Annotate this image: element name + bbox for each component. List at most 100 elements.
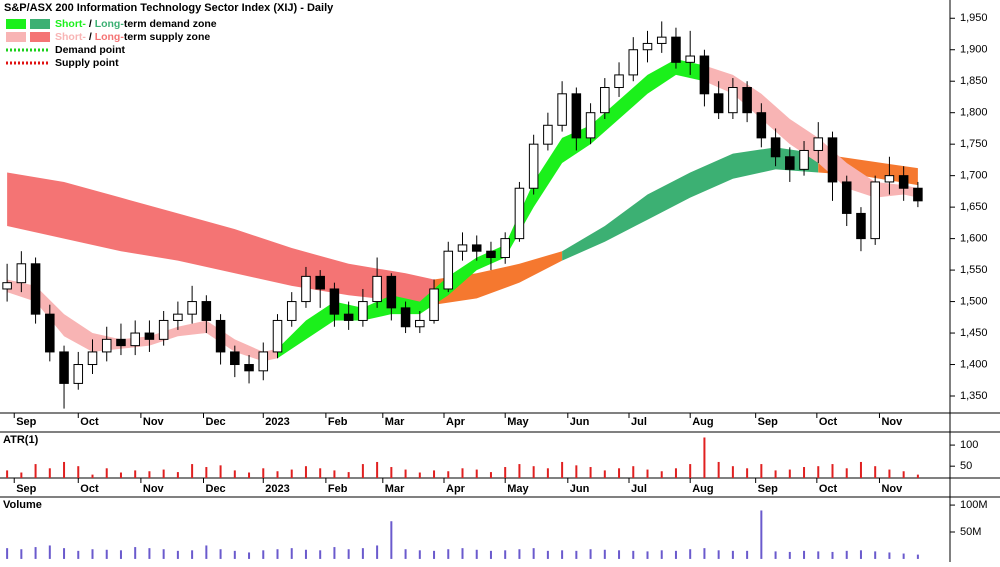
atr-bar	[603, 470, 606, 478]
atr-bar	[105, 468, 108, 478]
y-tick-label: 1,700	[960, 170, 988, 182]
atr-label: ATR(1)	[3, 434, 39, 446]
volume-bar	[148, 548, 151, 559]
atr-bar	[390, 467, 393, 478]
volume-bar	[333, 547, 336, 559]
candle-body	[785, 156, 795, 170]
volume-bar	[361, 548, 364, 559]
volume-bar	[63, 548, 66, 559]
atr-bar	[774, 470, 777, 478]
volume-bar	[660, 550, 663, 559]
legend-swatch	[30, 32, 50, 42]
y-tick-label: 1,450	[960, 327, 988, 339]
volume-bar	[233, 550, 236, 559]
x-tick-label: Mar	[385, 416, 405, 428]
atr-bar	[632, 466, 635, 478]
candle-body	[301, 275, 311, 303]
candle-body	[514, 187, 525, 240]
candle-body	[73, 364, 84, 384]
volume-bar	[262, 550, 265, 559]
volume-bar	[902, 553, 905, 559]
legend-label-part: term demand zone	[124, 18, 217, 30]
volume-bar	[319, 550, 322, 559]
volume-bar	[618, 550, 621, 559]
candle-body	[329, 288, 340, 315]
candle-body	[400, 307, 411, 328]
candle-body	[457, 244, 468, 252]
atr-bar	[248, 472, 251, 478]
legend-label-part: /	[86, 31, 95, 43]
candle-body	[30, 263, 41, 315]
legend-label-part: Long-	[95, 31, 125, 43]
y-tick-label: 1,550	[960, 264, 988, 276]
atr-bar	[134, 470, 137, 478]
volume-bar	[461, 548, 464, 559]
candle-body	[813, 137, 824, 151]
x-tick-label: May	[507, 416, 529, 428]
atr-bar	[689, 464, 692, 478]
volume-bar	[674, 550, 677, 559]
atr-bar	[561, 461, 564, 478]
y-tick-label: 100M	[960, 499, 988, 511]
candle-body	[742, 87, 752, 114]
volume-bar	[845, 550, 848, 559]
atr-bar	[48, 468, 51, 478]
y-tick-label: 1,850	[960, 75, 988, 87]
candle-body	[585, 112, 596, 139]
volume-bar	[34, 547, 37, 559]
candle-body	[215, 319, 226, 353]
candle-body	[45, 313, 55, 353]
candle-body	[671, 36, 681, 63]
atr-bar	[803, 467, 806, 478]
atr-bar	[489, 472, 492, 478]
volume-bar	[703, 548, 706, 559]
volume-bar	[376, 545, 379, 559]
volume-bar	[874, 551, 877, 559]
candle-body	[600, 87, 610, 114]
candle-body	[158, 319, 169, 340]
volume-bar	[518, 549, 521, 559]
x-tick-label: Jul	[631, 416, 647, 428]
zone	[434, 251, 563, 305]
candle-body	[571, 93, 582, 139]
x-tick-label: Nov	[881, 483, 903, 495]
atr-bar	[717, 461, 720, 478]
volume-bar	[191, 550, 194, 559]
zone	[7, 279, 278, 362]
x-tick-label: Sep	[16, 416, 36, 428]
volume-bar	[803, 550, 806, 559]
candle-body	[528, 143, 539, 189]
volume-bar	[475, 549, 478, 559]
legend-swatch	[6, 19, 26, 29]
atr-bar	[290, 469, 293, 478]
zone	[277, 59, 705, 359]
atr-bar	[333, 470, 336, 478]
atr-bar	[20, 472, 23, 478]
atr-bar	[6, 470, 9, 478]
y-tick-label: 100	[960, 439, 978, 451]
y-tick-label: 1,600	[960, 233, 988, 245]
candle-body	[130, 332, 140, 347]
y-tick-label: 1,400	[960, 358, 988, 370]
volume-bar	[390, 521, 393, 559]
volume-bar	[575, 550, 578, 559]
atr-bar	[63, 461, 66, 478]
candle-body	[913, 187, 923, 202]
x-tick-label: Feb	[328, 483, 348, 495]
volume-bar	[433, 550, 436, 559]
volume-bar	[119, 550, 122, 559]
atr-bar	[91, 474, 94, 478]
legend-label: Short- / Long-term demand zone	[55, 18, 217, 30]
volume-bar	[632, 550, 635, 559]
x-tick-label: Aug	[692, 483, 713, 495]
volume-bar	[589, 549, 592, 559]
atr-bar	[859, 461, 862, 478]
volume-bar	[347, 549, 350, 559]
y-tick-label: 1,650	[960, 201, 988, 213]
candle-body	[59, 351, 69, 384]
x-tick-label: Sep	[758, 483, 778, 495]
x-tick-label: 2023	[265, 416, 289, 428]
legend-swatch	[6, 32, 26, 42]
atr-bar	[788, 469, 791, 478]
